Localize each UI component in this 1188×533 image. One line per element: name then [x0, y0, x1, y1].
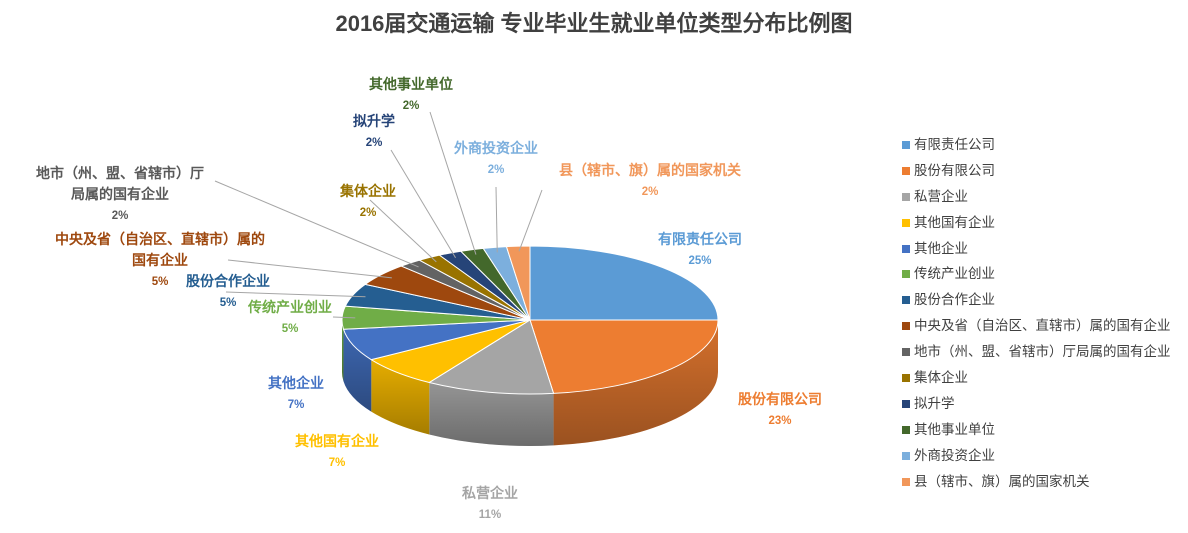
pie-side-shade-2: [429, 382, 554, 446]
data-label-地市（州、盟、省辖市）厅局属的国有企业-line1: 地市（州、盟、省辖市）厅: [36, 165, 204, 181]
leader-line-集体企业: [369, 199, 437, 263]
legend-label: 中央及省（自治区、直辖市）属的国有企业: [914, 318, 1171, 334]
legend-item-外商投资企业: 外商投资企业: [902, 443, 1188, 469]
data-label-县（辖市、旗）属的国家机关: 县（辖市、旗）属的国家机关: [559, 162, 741, 178]
data-label-私营企业: 私营企业: [462, 485, 518, 501]
data-percent-集体企业: 2%: [360, 207, 377, 219]
data-percent-其他企业: 7%: [288, 399, 305, 411]
leader-line-其他事业单位: [429, 111, 477, 255]
pie-sides: [342, 320, 718, 446]
legend-label: 私营企业: [914, 188, 968, 204]
legend-item-股份有限公司: 股份有限公司: [902, 158, 1188, 184]
data-label-股份合作企业: 股份合作企业: [186, 273, 270, 289]
legend-item-其他国有企业: 其他国有企业: [902, 210, 1188, 236]
chart-title: 2016届交通运输 专业毕业生就业单位类型分布比例图: [335, 11, 853, 36]
data-percent-有限责任公司: 25%: [688, 255, 711, 267]
legend-swatch: [902, 348, 910, 357]
legend-label: 其他事业单位: [914, 421, 995, 437]
pie-slice-有限责任公司: [529, 245, 719, 321]
data-percent-私营企业: 11%: [479, 509, 501, 521]
legend-swatch: [902, 296, 910, 305]
data-label-中央及省（自治区、直辖市）属的国有企业-line2: 国有企业: [132, 252, 188, 268]
legend-label: 其他企业: [914, 240, 968, 256]
legend-item-其他企业: 其他企业: [902, 236, 1188, 262]
leader-lines: [214, 111, 543, 319]
leader-line-县（辖市、旗）属的国家机关: [518, 189, 543, 252]
legend-swatch: [902, 218, 910, 227]
legend-label: 县（辖市、旗）属的国家机关: [914, 473, 1090, 489]
legend-label: 外商投资企业: [914, 447, 995, 463]
data-percent-县（辖市、旗）属的国家机关: 2%: [642, 186, 659, 198]
data-label-其他国有企业: 其他国有企业: [295, 433, 379, 449]
pie-slice-县（辖市、旗）属的国家机关: [505, 245, 531, 321]
legend-swatch: [902, 425, 910, 434]
legend-item-县（辖市、旗）属的国家机关: 县（辖市、旗）属的国家机关: [902, 469, 1188, 495]
legend-label: 其他国有企业: [914, 214, 995, 230]
leader-line-中央及省（自治区、直辖市）属的国有企业: [227, 259, 392, 279]
legend-item-地市（州、盟、省辖市）厅局属的国有企业: 地市（州、盟、省辖市）厅局属的国有企业: [902, 339, 1188, 365]
pie-slice-私营企业: [428, 319, 555, 395]
legend-label: 拟升学: [914, 395, 955, 411]
data-label-中央及省（自治区、直辖市）属的国有企业-line1: 中央及省（自治区、直辖市）属的: [55, 231, 265, 247]
legend: 有限责任公司 股份有限公司 私营企业其他国有企业 其他企业传统产业创业 股份合作企业中央…: [902, 132, 1188, 494]
pie-side-shade-5: [342, 320, 344, 382]
leader-line-拟升学: [390, 149, 456, 258]
data-label-其他企业: 其他企业: [268, 375, 324, 391]
legend-swatch: [902, 322, 910, 331]
legend-swatch: [902, 192, 910, 201]
data-labels: 有限责任公司 25% 股份有限公司 23% 私营企业 11% 其他国有企业 7% 其他企业 7% 传…: [36, 76, 822, 521]
data-label-外商投资企业: 外商投资企业: [454, 140, 538, 156]
data-percent-拟升学: 2%: [366, 137, 383, 149]
legend-swatch: [902, 373, 910, 382]
legend-item-其他事业单位: 其他事业单位: [902, 417, 1188, 443]
data-percent-其他事业单位: 2%: [403, 100, 420, 112]
data-percent-外商投资企业: 2%: [488, 164, 505, 176]
legend-item-股份合作企业: 股份合作企业: [902, 287, 1188, 313]
data-label-集体企业: 集体企业: [339, 183, 396, 199]
legend-item-中央及省（自治区、直辖市）属的国有企业: 中央及省（自治区、直辖市）属的国有企业: [902, 313, 1188, 339]
pie-side-shade-1: [553, 320, 718, 446]
legend-swatch: [902, 451, 910, 460]
data-label-其他事业单位: 其他事业单位: [369, 76, 453, 92]
data-percent-其他国有企业: 7%: [329, 457, 346, 469]
leader-line-地市（州、盟、省辖市）厅局属的国有企业: [214, 180, 419, 268]
legend-label: 传统产业创业: [914, 266, 995, 282]
legend-label: 股份有限公司: [914, 162, 995, 178]
legend-swatch: [902, 399, 910, 408]
legend-item-拟升学: 拟升学: [902, 391, 1188, 417]
legend-label: 集体企业: [914, 370, 968, 386]
legend-swatch: [902, 270, 910, 279]
data-label-股份有限公司: 股份有限公司: [738, 391, 822, 407]
data-label-拟升学: 拟升学: [353, 113, 395, 129]
data-percent-传统产业创业: 5%: [282, 323, 299, 335]
legend-label: 股份合作企业: [914, 292, 995, 308]
leader-line-外商投资企业: [495, 186, 498, 253]
data-percent-地市（州、盟、省辖市）厅局属的国有企业: 2%: [112, 210, 129, 222]
pie-side-shade-3: [371, 359, 430, 435]
leader-line-传统产业创业: [332, 316, 356, 319]
leader-line-股份合作企业: [225, 291, 366, 298]
legend-swatch: [902, 244, 910, 253]
legend-item-私营企业: 私营企业: [902, 184, 1188, 210]
legend-item-有限责任公司: 有限责任公司: [902, 132, 1188, 158]
legend-label: 地市（州、盟、省辖市）厅局属的国有企业: [914, 344, 1171, 360]
legend-swatch: [902, 166, 910, 175]
legend-label: 有限责任公司: [914, 137, 995, 152]
pie-slice-股份有限公司: [529, 319, 719, 394]
data-percent-股份合作企业: 5%: [220, 297, 237, 309]
data-label-有限责任公司: 有限责任公司: [658, 231, 742, 247]
legend-swatch: [902, 140, 910, 149]
data-label-传统产业创业: 传统产业创业: [247, 299, 332, 315]
pie-top: [341, 245, 719, 395]
legend-swatch: [902, 477, 910, 486]
data-percent-股份有限公司: 23%: [768, 415, 791, 427]
legend-item-传统产业创业: 传统产业创业: [902, 261, 1188, 287]
legend-item-集体企业: 集体企业: [902, 365, 1188, 391]
data-percent-中央及省（自治区、直辖市）属的国有企业: 5%: [152, 276, 169, 288]
data-label-地市（州、盟、省辖市）厅局属的国有企业-line2: 局属的国有企业: [71, 186, 169, 202]
pie-side-shade-4: [343, 329, 372, 412]
